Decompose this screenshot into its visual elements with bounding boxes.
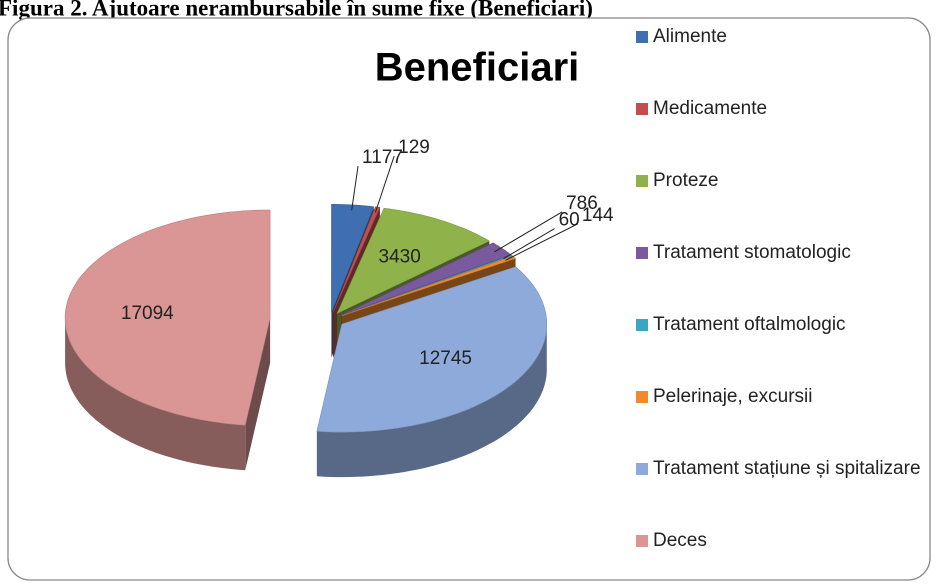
legend-item: Deces xyxy=(636,528,931,554)
legend-label: Tratament stațiune și spitalizare xyxy=(653,458,921,479)
data-label: 786 xyxy=(566,193,598,214)
legend-label: Tratament stomatologic xyxy=(653,242,851,263)
data-label: 1177 xyxy=(362,147,403,168)
legend-swatch xyxy=(636,463,648,475)
slice xyxy=(64,209,271,426)
leader-line xyxy=(494,211,563,253)
legend-label: Tratament oftalmologic xyxy=(653,314,846,335)
slice xyxy=(341,255,517,317)
legend-item: Medicamente xyxy=(636,96,931,122)
legend-item: Tratament oftalmologic xyxy=(636,312,931,338)
legend-item: Tratament stațiune și spitalizare xyxy=(636,456,931,482)
legend-label: Deces xyxy=(653,530,707,551)
leader-line xyxy=(505,223,579,261)
legend-item: Tratament stomatologic xyxy=(636,240,931,266)
legend-swatch xyxy=(636,103,648,115)
slice-edge xyxy=(245,317,271,471)
slice-side xyxy=(65,318,246,471)
legend-swatch xyxy=(636,319,648,331)
legend: Alimente Medicamente Proteze Tratament stom… xyxy=(636,24,931,554)
legend-item: Alimente xyxy=(636,24,931,50)
slice-side xyxy=(316,324,547,478)
data-label: 17094 xyxy=(121,303,174,324)
legend-swatch xyxy=(636,175,648,187)
slice xyxy=(316,266,548,433)
caption: Figura 2. Ajutoare nerambursabile în sum… xyxy=(0,0,593,20)
legend-label: Proteze xyxy=(653,170,719,191)
leader-line xyxy=(503,228,555,260)
chart-title: Beneficiari xyxy=(375,46,580,90)
legend-label: Alimente xyxy=(653,26,727,47)
slice xyxy=(336,207,490,314)
legend-label: Pelerinaje, excursii xyxy=(653,386,813,407)
legend-item: Pelerinaje, excursii xyxy=(636,384,931,410)
data-label: 12745 xyxy=(419,348,472,369)
legend-label: Medicamente xyxy=(653,98,768,119)
leader-line xyxy=(351,165,359,211)
data-label: 129 xyxy=(398,137,430,158)
leader-line xyxy=(374,155,395,213)
data-label: 3430 xyxy=(379,247,421,268)
legend-item: Proteze xyxy=(636,168,931,194)
legend-swatch xyxy=(636,391,648,403)
legend-swatch xyxy=(636,31,648,43)
data-label: 144 xyxy=(582,205,614,226)
legend-swatch xyxy=(636,535,648,547)
legend-swatch xyxy=(636,247,648,259)
data-label: 60 xyxy=(559,210,580,231)
